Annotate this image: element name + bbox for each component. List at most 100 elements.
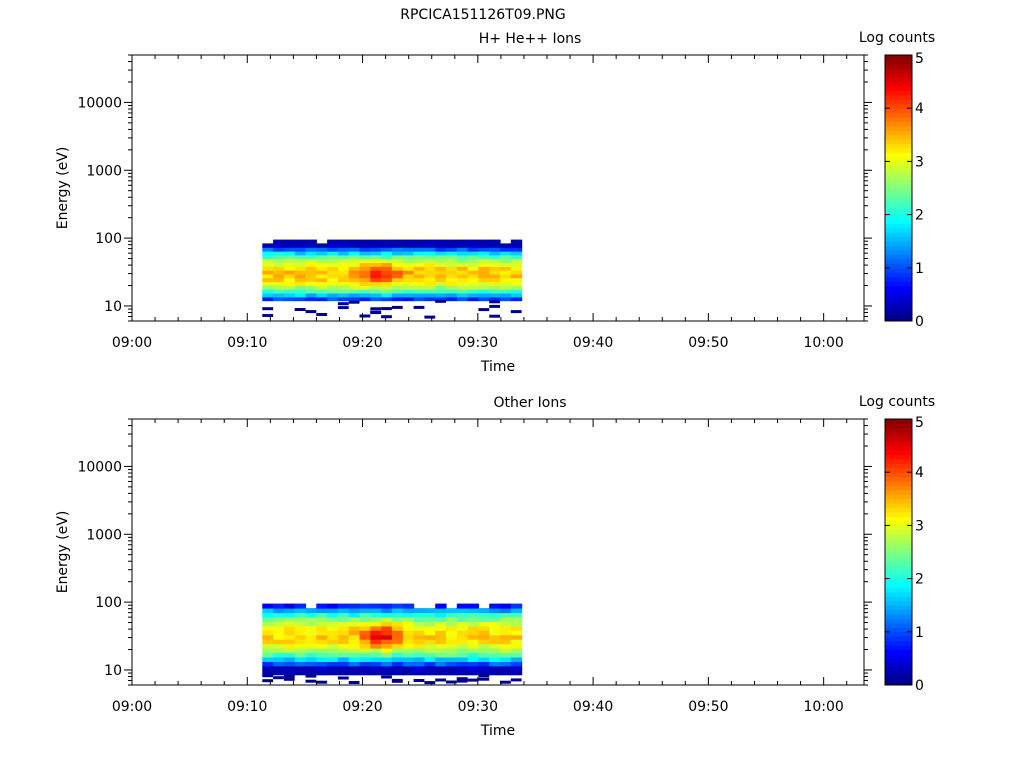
- heatmap-cell: [337, 281, 350, 286]
- heatmap-cell-sparse: [348, 300, 360, 304]
- heatmap-cell: [489, 643, 501, 649]
- heatmap-cell: [510, 648, 523, 654]
- heatmap-cell: [500, 247, 512, 252]
- colorbar-swatch: [885, 445, 912, 451]
- heatmap-cell: [413, 648, 425, 654]
- heatmap-cell: [402, 251, 415, 256]
- heatmap-cell: [316, 603, 328, 609]
- heatmap-cell: [489, 603, 501, 609]
- heatmap-cell: [489, 621, 501, 627]
- heatmap-cell: [348, 247, 361, 252]
- heatmap-cell: [500, 612, 512, 618]
- colorbar-swatch: [885, 423, 912, 429]
- heatmap-cell: [510, 657, 523, 662]
- colorbar-swatch: [885, 441, 912, 447]
- heatmap-cell: [402, 262, 415, 267]
- heatmap-cell: [391, 285, 404, 290]
- heatmap-cell: [510, 289, 523, 294]
- heatmap-cell: [402, 277, 415, 283]
- x-tick-label: 09:10: [227, 699, 267, 715]
- heatmap-cell: [262, 293, 274, 298]
- heatmap-cell: [446, 661, 458, 667]
- colorbar-swatch: [885, 436, 912, 442]
- heatmap-cell: [262, 281, 274, 286]
- heatmap-cell: [391, 608, 404, 614]
- heatmap-cell: [273, 247, 285, 252]
- heatmap-cell: [413, 634, 425, 640]
- heatmap-cell: [327, 289, 339, 294]
- heatmap-cell: [337, 603, 350, 609]
- heatmap-cell: [467, 652, 479, 658]
- heatmap-cell: [370, 277, 382, 283]
- heatmap-cell: [500, 277, 512, 283]
- heatmap-cell: [446, 630, 458, 636]
- heatmap-cell: [402, 243, 415, 248]
- heatmap-cell: [467, 247, 479, 252]
- heatmap-cell: [478, 661, 490, 667]
- heatmap-cell-sparse: [510, 678, 522, 682]
- colorbar-tick-label: 1: [915, 261, 924, 277]
- heatmap-cell-sparse: [489, 314, 500, 318]
- heatmap-cell-sparse: [316, 680, 328, 684]
- colorbar-swatch: [885, 489, 912, 495]
- heatmap-cell: [489, 625, 501, 631]
- heatmap-cell: [283, 643, 296, 649]
- x-tick-label: 09:10: [227, 335, 267, 351]
- heatmap-cell: [381, 254, 393, 260]
- heatmap-cell: [359, 603, 371, 609]
- heatmap-cell: [283, 251, 296, 256]
- heatmap-cell-sparse: [337, 302, 349, 306]
- heatmap-cell: [337, 643, 350, 649]
- colorbar-swatch: [885, 622, 912, 628]
- heatmap-cell: [391, 289, 404, 294]
- heatmap-cell: [348, 239, 361, 244]
- heatmap-cell: [283, 258, 296, 264]
- colorbar-swatch: [885, 201, 912, 207]
- heatmap-cell: [510, 254, 523, 260]
- colorbar-swatch: [885, 645, 912, 651]
- heatmap-cell: [402, 603, 415, 609]
- heatmap-cell: [413, 621, 425, 627]
- heatmap-cell: [467, 639, 479, 645]
- heatmap-cell: [348, 630, 361, 636]
- heatmap-cell: [294, 266, 307, 271]
- heatmap-cell: [413, 665, 425, 671]
- heatmap-cell: [424, 670, 436, 676]
- y-axis-label: Energy (eV): [55, 147, 71, 230]
- heatmap-cell-sparse: [456, 679, 468, 683]
- colorbar-swatch: [885, 671, 912, 677]
- heatmap-cell: [391, 270, 404, 275]
- heatmap-cell: [283, 670, 296, 676]
- heatmap-cell: [467, 239, 479, 244]
- heatmap-cell-sparse: [489, 304, 500, 308]
- heatmap-cell: [337, 243, 350, 248]
- heatmap-cell: [467, 661, 479, 667]
- heatmap-cell-sparse: [500, 680, 511, 684]
- heatmap-cell: [273, 648, 285, 654]
- heatmap-cell: [262, 648, 274, 654]
- heatmap-cell: [510, 270, 523, 275]
- heatmap-cell: [348, 634, 361, 640]
- heatmap-cell: [294, 247, 307, 252]
- colorbar-swatch: [885, 125, 912, 131]
- colorbar-swatch: [885, 476, 912, 482]
- heatmap-cell: [370, 251, 382, 256]
- heatmap-cell: [446, 266, 458, 271]
- heatmap-cell: [510, 665, 523, 671]
- heatmap-cell: [262, 634, 274, 640]
- heatmap-cell: [348, 652, 361, 658]
- heatmap-cell: [273, 277, 285, 283]
- colorbar-tick-label: 5: [915, 415, 924, 431]
- heatmap-cell: [305, 281, 317, 286]
- heatmap-cell: [337, 270, 350, 275]
- heatmap-cell: [456, 254, 469, 260]
- heatmap-cell: [381, 270, 393, 275]
- heatmap-cell: [456, 630, 469, 636]
- heatmap-cell: [262, 254, 274, 260]
- heatmap-cell-sparse: [413, 305, 425, 309]
- heatmap-cell: [294, 243, 307, 248]
- colorbar-swatch: [885, 134, 912, 140]
- heatmap-cell: [500, 648, 512, 654]
- heatmap-cell: [337, 277, 350, 283]
